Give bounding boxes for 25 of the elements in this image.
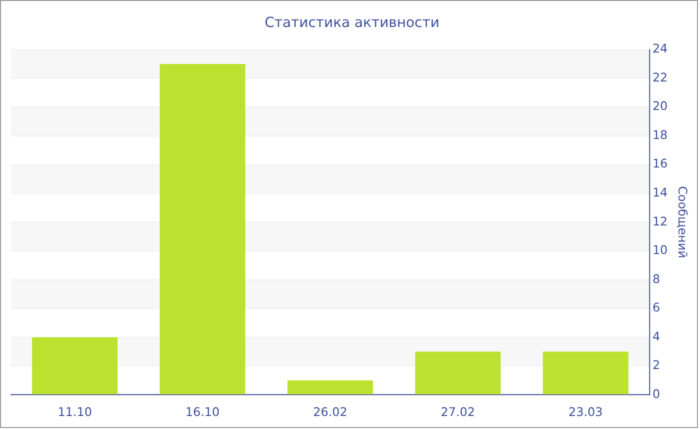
y-tick-label: 12 — [652, 214, 668, 228]
y-tick-label: 4 — [652, 329, 660, 344]
y-tick-label: 16 — [652, 156, 668, 171]
y-tick-label: 2 — [652, 358, 660, 372]
bar — [287, 380, 373, 394]
y-tick-label: 14 — [652, 186, 668, 200]
y-tick-label: 10 — [652, 243, 668, 258]
x-tick-label: 11.10 — [58, 404, 92, 419]
x-tick-label: 23.03 — [568, 404, 603, 419]
y-axis-title: Сообщений — [676, 186, 690, 258]
y-tick-label: 0 — [652, 386, 660, 401]
bar — [32, 337, 118, 394]
y-tick-label: 8 — [652, 272, 660, 286]
y-tick-label: 24 — [652, 42, 668, 56]
y-tick-label: 18 — [652, 128, 668, 142]
x-tick-label: 26.02 — [313, 404, 348, 419]
x-tick-label: 16.10 — [185, 404, 220, 419]
bar — [160, 64, 246, 394]
y-tick-label: 22 — [652, 70, 668, 84]
bar — [542, 352, 628, 394]
chart-title: Статистика активности — [264, 14, 440, 31]
y-tick-label: 6 — [652, 300, 660, 315]
bar — [415, 352, 501, 394]
x-tick-label: 27.02 — [440, 404, 476, 419]
y-tick-label: 20 — [652, 99, 668, 114]
